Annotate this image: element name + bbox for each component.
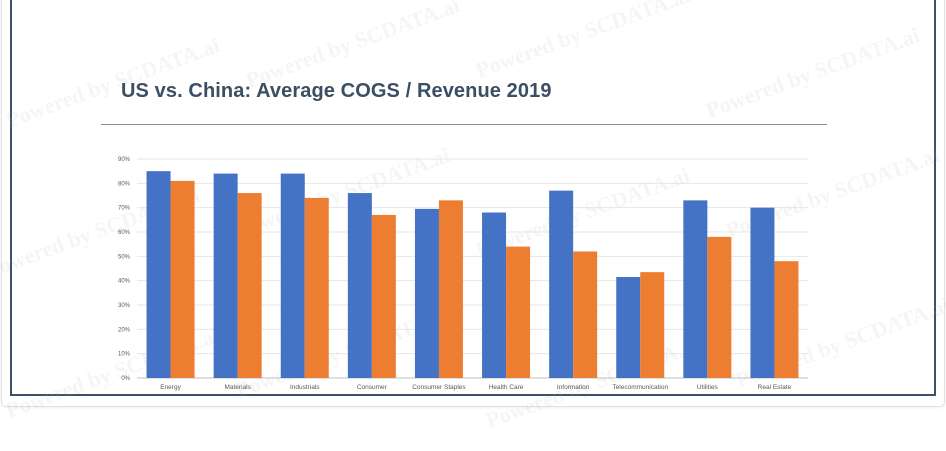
bar-us-information bbox=[549, 190, 574, 378]
bar-china-energy bbox=[170, 180, 195, 378]
bar-us-utilities bbox=[683, 200, 708, 378]
bar-us-consumer bbox=[347, 193, 372, 378]
y-tick-label: 30% bbox=[118, 303, 131, 309]
chart-title: US vs. China: Average COGS / Revenue 201… bbox=[121, 80, 552, 102]
bar-china-industrials bbox=[304, 197, 329, 378]
bar-china-consumer-staples bbox=[438, 200, 463, 378]
x-axis-categories: Energy Materials Industrials Consumer Consum… bbox=[160, 384, 791, 391]
bar-china-materials bbox=[237, 193, 262, 378]
y-axis-ticks: 0% 10% 20% 30% 40% 50% 60% 70% 80% 90% bbox=[118, 157, 131, 382]
bar-us-consumer-staples bbox=[414, 208, 439, 378]
y-tick-label: 50% bbox=[118, 254, 131, 260]
y-tick-label: 20% bbox=[118, 327, 131, 333]
y-tick-label: 80% bbox=[118, 181, 131, 187]
x-category-label: Real Estate bbox=[758, 384, 792, 391]
x-category-label: Industrials bbox=[290, 384, 320, 391]
bar-china-information bbox=[573, 251, 598, 378]
x-category-label: Utilities bbox=[697, 384, 719, 391]
y-tick-label: 0% bbox=[121, 376, 130, 382]
bar-us-energy bbox=[146, 171, 171, 378]
x-category-label: Health Care bbox=[489, 384, 524, 391]
bar-us-real-estate bbox=[750, 207, 775, 378]
y-tick-label: 60% bbox=[118, 230, 131, 236]
x-category-label: Energy bbox=[160, 384, 181, 391]
y-tick-label: 70% bbox=[118, 206, 131, 212]
bar-china-consumer bbox=[371, 214, 396, 378]
x-category-label: Telecommunication bbox=[612, 384, 668, 391]
bar-us-telecommunication bbox=[616, 277, 641, 378]
bar-china-utilities bbox=[707, 236, 732, 378]
bars bbox=[146, 171, 799, 378]
x-category-label: Information bbox=[557, 384, 590, 391]
y-tick-label: 10% bbox=[118, 352, 131, 358]
bar-us-industrials bbox=[280, 173, 305, 378]
x-category-label: Consumer Staples bbox=[412, 384, 466, 391]
bar-china-health-care bbox=[506, 246, 531, 378]
y-tick-label: 40% bbox=[118, 279, 131, 285]
bar-china-real-estate bbox=[774, 261, 799, 378]
title-divider bbox=[101, 124, 827, 125]
x-category-label: Materials bbox=[224, 384, 251, 391]
y-tick-label: 90% bbox=[118, 157, 131, 163]
bar-us-materials bbox=[213, 173, 238, 378]
bar-china-telecommunication bbox=[640, 272, 665, 378]
x-category-label: Consumer bbox=[357, 384, 388, 391]
bar-us-health-care bbox=[482, 212, 507, 378]
